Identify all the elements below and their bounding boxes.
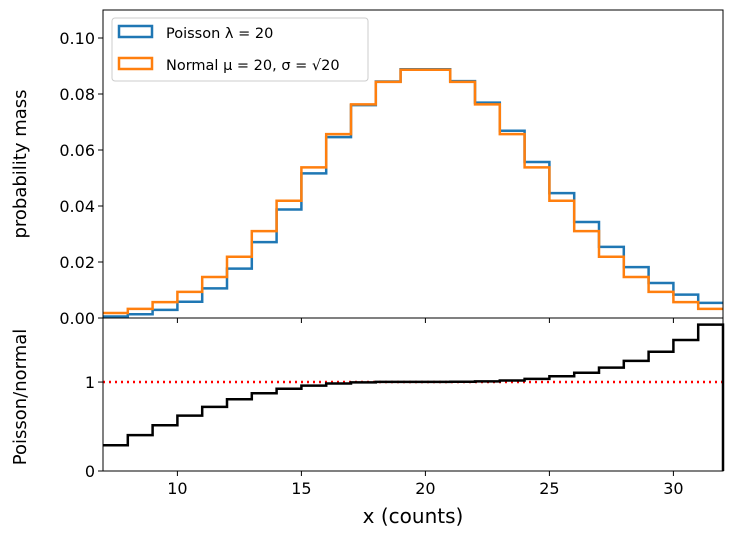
x-tick-label: 30 xyxy=(663,479,683,498)
x-tick-label: 15 xyxy=(291,479,311,498)
y-tick-label: 0.04 xyxy=(59,197,95,216)
y-tick-label: 0 xyxy=(85,462,95,481)
series-line-0 xyxy=(103,67,723,318)
legend-swatch-poisson xyxy=(117,24,154,39)
y-tick-label: 0.06 xyxy=(59,141,95,160)
bottom-axes: 10 15 20 25 30 0 1 xyxy=(85,317,725,498)
series-line-0 xyxy=(103,323,725,471)
legend-label-poisson: Poisson λ = 20 xyxy=(166,26,273,42)
y-tick-label: 0.08 xyxy=(59,85,95,104)
series-line-1 xyxy=(103,68,723,315)
x-tick-label: 25 xyxy=(539,479,559,498)
top-axes: 0.00 0.02 0.04 0.06 0.08 0.10 xyxy=(59,9,724,328)
y-tick-label: 0.10 xyxy=(59,29,95,48)
legend-swatch-normal xyxy=(117,56,154,71)
axes-frame xyxy=(102,317,724,472)
x-tick-label: 20 xyxy=(415,479,435,498)
x-tick-label: 10 xyxy=(167,479,187,498)
y-tick-label: 0.00 xyxy=(59,309,95,328)
legend-label-normal: Normal μ = 20, σ = √20 xyxy=(166,58,340,74)
y-tick-label: 0.02 xyxy=(59,253,95,272)
x-axis-label: x (counts) xyxy=(363,504,464,528)
legend: Poisson λ = 20 Normal μ = 20, σ = √20 xyxy=(111,17,369,82)
bottom-ylabel: Poisson/normal xyxy=(10,329,31,466)
y-tick-label: 1 xyxy=(85,373,95,392)
top-ylabel: probability mass xyxy=(10,89,31,238)
